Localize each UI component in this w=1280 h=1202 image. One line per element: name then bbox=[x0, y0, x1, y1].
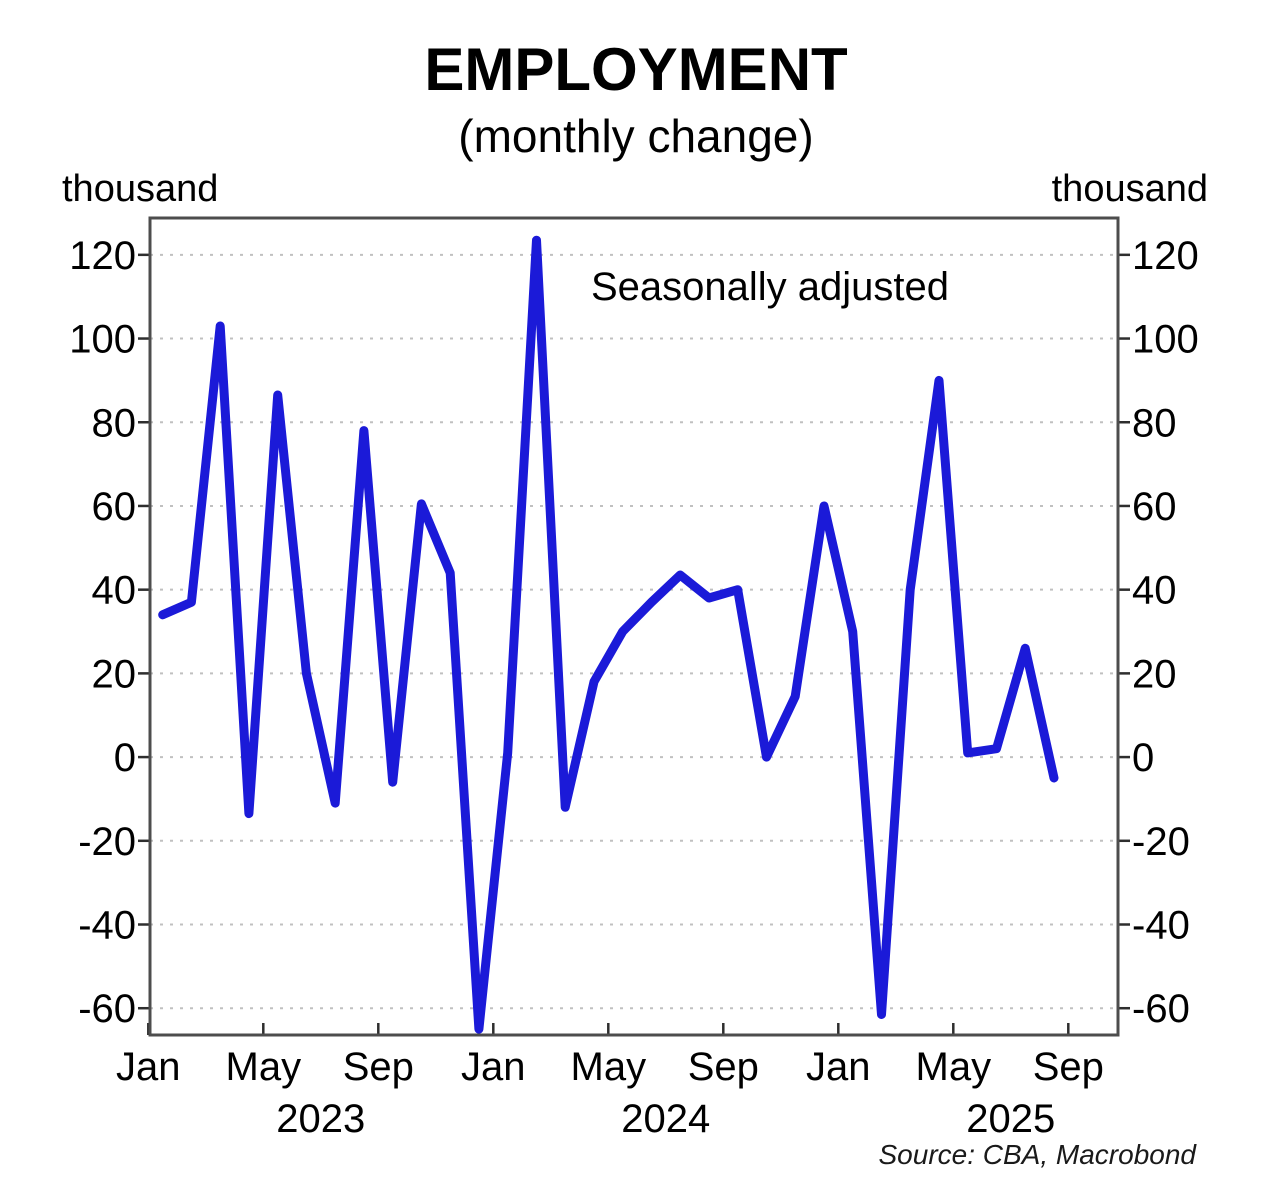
x-tick-label-may-7: May bbox=[916, 1045, 992, 1089]
x-tick-label-may-1: May bbox=[226, 1045, 302, 1089]
y-tick-label-left-0: 0 bbox=[114, 736, 136, 780]
x-tick-label-sep-2: Sep bbox=[343, 1045, 414, 1089]
y-tick-label-left--20: -20 bbox=[78, 820, 136, 864]
y-tick-label-right-120: 120 bbox=[1132, 234, 1199, 278]
x-year-label-2024: 2024 bbox=[621, 1097, 710, 1141]
y-tick-label-left-60: 60 bbox=[92, 485, 137, 529]
y-tick-label-left-120: 120 bbox=[69, 234, 136, 278]
y-tick-label-right-60: 60 bbox=[1132, 485, 1177, 529]
x-tick-label-jan-0: Jan bbox=[116, 1045, 181, 1089]
x-year-label-2025: 2025 bbox=[966, 1097, 1055, 1141]
y-tick-label-right-100: 100 bbox=[1132, 318, 1199, 362]
y-tick-label-right-20: 20 bbox=[1132, 652, 1177, 696]
y-axis-unit-right: thousand bbox=[1052, 168, 1208, 210]
y-tick-label-right--60: -60 bbox=[1132, 987, 1190, 1031]
chart-title: EMPLOYMENT bbox=[424, 36, 847, 103]
axis-tick-labels: 120 120 100 100 80 80 60 60 40 40 20 20 0 0 -20 -20 -40 -… bbox=[69, 234, 1199, 1141]
y-tick-label-right--40: -40 bbox=[1132, 904, 1190, 948]
y-tick-label-left-20: 20 bbox=[92, 652, 137, 696]
y-tick-label-right--20: -20 bbox=[1132, 820, 1190, 864]
y-tick-label-left-80: 80 bbox=[92, 401, 137, 445]
y-tick-label-right-80: 80 bbox=[1132, 401, 1177, 445]
x-year-label-2023: 2023 bbox=[276, 1097, 365, 1141]
plot-frame bbox=[148, 216, 1120, 1037]
x-tick-label-jan-3: Jan bbox=[461, 1045, 526, 1089]
y-tick-label-left--60: -60 bbox=[78, 987, 136, 1031]
series-label-seasonally-adjusted: Seasonally adjusted bbox=[591, 265, 949, 309]
y-tick-label-left--40: -40 bbox=[78, 904, 136, 948]
y-tick-label-right-0: 0 bbox=[1132, 736, 1154, 780]
x-tick-label-sep-8: Sep bbox=[1033, 1045, 1104, 1089]
y-axis-unit-left: thousand bbox=[62, 168, 218, 210]
y-tick-label-right-40: 40 bbox=[1132, 569, 1177, 613]
x-tick-label-sep-5: Sep bbox=[688, 1045, 759, 1089]
source-note: Source: CBA, Macrobond bbox=[879, 1139, 1198, 1170]
y-tick-label-left-100: 100 bbox=[69, 318, 136, 362]
x-tick-label-may-4: May bbox=[571, 1045, 647, 1089]
x-tick-label-jan-6: Jan bbox=[806, 1045, 871, 1089]
employment-line-seasonally-adjusted bbox=[158, 235, 1059, 1034]
chart-subtitle: (monthly change) bbox=[458, 110, 813, 162]
y-tick-label-left-40: 40 bbox=[92, 569, 137, 613]
axis-ticks bbox=[138, 253, 1130, 1035]
gridlines bbox=[150, 253, 1118, 1010]
